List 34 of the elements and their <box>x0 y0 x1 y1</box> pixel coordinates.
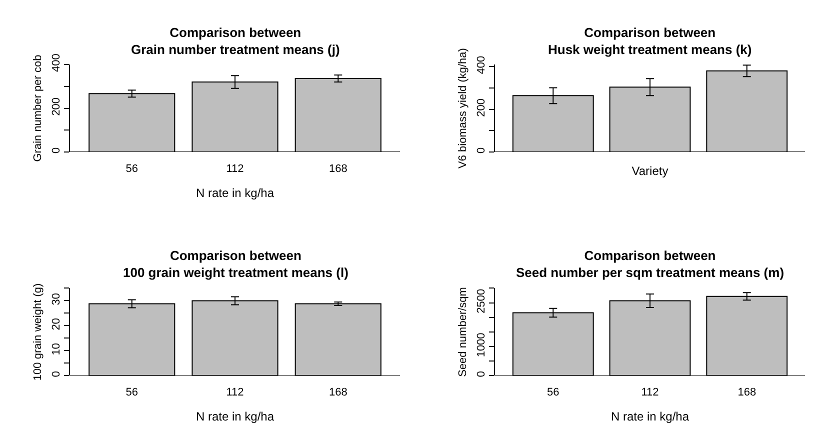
y-tick-label: 1000 <box>476 332 488 358</box>
x-tick-label: 168 <box>328 163 348 176</box>
x-axis-title: N rate in kg/ha <box>196 410 274 424</box>
x-axis-title: Variety <box>632 164 668 178</box>
chart-title: Comparison between Seed number per sqm treatment means (m) <box>516 248 784 280</box>
y-axis-title: Seed number/sqm <box>457 287 470 377</box>
y-tick-label: 400 <box>50 54 63 72</box>
chart-title: Comparison between Husk weight treatment means (k) <box>548 25 752 57</box>
x-tick-label: 168 <box>328 386 348 399</box>
x-axis-title: N rate in kg/ha <box>610 410 690 424</box>
x-tick-label: 112 <box>226 163 244 176</box>
y-tick-label: 0 <box>50 147 63 154</box>
x-axis-title: N rate in kg/ha <box>196 186 274 200</box>
x-tick-label: 168 <box>738 386 756 399</box>
y-axis-title: Grain number per cob <box>32 54 44 162</box>
x-tick-label: 112 <box>641 386 659 399</box>
x-tick-label: 56 <box>547 386 560 399</box>
y-tick-label: 200 <box>476 98 488 117</box>
y-tick-label: 400 <box>476 56 488 74</box>
x-tick-label: 56 <box>126 163 138 176</box>
y-tick-label: 200 <box>50 97 63 116</box>
chart-title: Comparison between Grain number treatment means (j) <box>131 25 340 57</box>
y-tick-label: 10 <box>50 342 63 356</box>
y-tick-label: 20 <box>50 318 63 330</box>
y-tick-label: 0 <box>476 371 488 378</box>
y-axis-title: V6 biomass yield (kg/ha) <box>457 48 470 168</box>
y-tick-label: 0 <box>50 371 63 378</box>
y-tick-label: 0 <box>476 147 488 154</box>
y-tick-label: 2500 <box>476 288 488 314</box>
y-axis-title: 100 grain weight (g) <box>32 283 44 381</box>
x-tick-label: 112 <box>226 386 244 399</box>
chart-title: Comparison between 100 grain weight treatment means (l) <box>123 248 348 280</box>
x-tick-label: 56 <box>126 386 138 399</box>
y-tick-label: 30 <box>50 292 63 306</box>
